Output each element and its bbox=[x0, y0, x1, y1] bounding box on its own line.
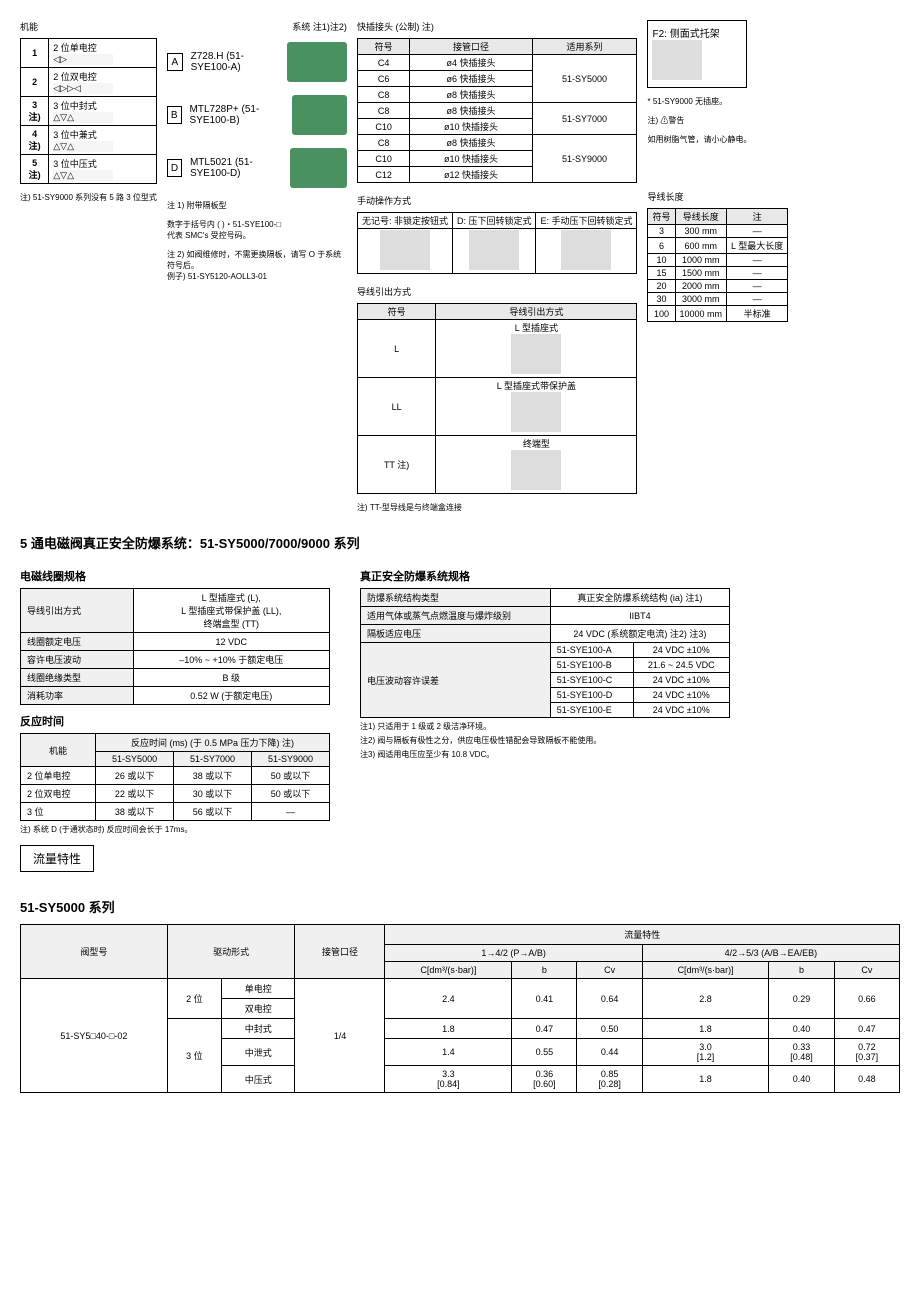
plug-icon bbox=[511, 450, 561, 490]
valve-symbol-icon: △▽△ bbox=[53, 112, 113, 123]
plug-icon bbox=[511, 334, 561, 374]
manual-table: 无记号: 非锁定按钮式D: 压下回转锁定式E: 手动压下回转锁定式 bbox=[357, 212, 638, 274]
specs-row: 电磁线圈规格 导线引出方式L 型插座式 (L), L 型插座式带保护盖 (LL)… bbox=[20, 560, 900, 835]
f2-box: F2: 侧面式托架 bbox=[647, 20, 747, 88]
valve-symbol-icon: ◁▷▷◁ bbox=[53, 83, 113, 94]
bracket-icon bbox=[652, 40, 702, 80]
safety-table: 防爆系统结构类型真正安全防爆系统结构 (ia) 注1) 适用气体或蒸气点燃温度与… bbox=[360, 588, 730, 718]
manual-icon bbox=[469, 230, 519, 270]
quick-col: 快插接头 (公制) 注) 符号接管口径适用系列 C4ø4 快插接头51-SY50… bbox=[357, 20, 638, 513]
manual-icon bbox=[380, 230, 430, 270]
quick-table: 符号接管口径适用系列 C4ø4 快插接头51-SY5000 C6ø6 快插接头 … bbox=[357, 38, 638, 183]
length-table: 符号导线长度注 3300 mm— 6600 mmL 型最大长度 101000 m… bbox=[647, 208, 788, 322]
lead-table: 符号导线引出方式 LL 型插座式 LLL 型插座式带保护盖 TT 注)终端型 bbox=[357, 303, 638, 494]
func-note: 注) 51-SY9000 系列没有 5 路 3 位型式 bbox=[20, 192, 157, 203]
functions-table: 12 位单电控◁▷ 22 位双电控◁▷▷◁ 3 注)3 位中封式△▽△ 4 注)… bbox=[20, 38, 157, 184]
manual-icon bbox=[561, 230, 611, 270]
valve-symbol-icon: △▽△ bbox=[53, 141, 113, 152]
valve-symbol-icon: △▽△ bbox=[53, 170, 113, 181]
flow-table: 阀型号 驱动形式 接管口径 流量特性 1→4/2 (P→A/B) 4/2→5/3… bbox=[20, 924, 900, 1093]
valve-symbol-icon: ◁▷ bbox=[53, 54, 113, 65]
module-icon bbox=[287, 42, 347, 82]
flow-box: 流量特性 bbox=[20, 845, 94, 872]
safety-col: 真正安全防爆系统规格 防爆系统结构类型真正安全防爆系统结构 (ia) 注1) 适… bbox=[360, 560, 730, 835]
systems-col: 系统 注1)注2) AZ728.H (51-SYE100-A) BMTL728P… bbox=[167, 20, 347, 513]
module-icon bbox=[292, 95, 347, 135]
func-header: 机能 bbox=[20, 20, 157, 33]
top-diagram-area: 机能 12 位单电控◁▷ 22 位双电控◁▷▷◁ 3 注)3 位中封式△▽△ 4… bbox=[20, 20, 900, 513]
coil-table: 导线引出方式L 型插座式 (L), L 型插座式带保护盖 (LL), 终端盒型 … bbox=[20, 588, 330, 705]
main-title: 5 通电磁阀真正安全防爆系统：51-SY5000/7000/9000 系列 bbox=[20, 533, 900, 552]
module-icon bbox=[290, 148, 347, 188]
coil-col: 电磁线圈规格 导线引出方式L 型插座式 (L), L 型插座式带保护盖 (LL)… bbox=[20, 560, 330, 835]
sys-label: 系统 注1)注2) bbox=[167, 20, 347, 33]
react-table: 机能反应时间 (ms) (于 0.5 MPa 压力下降) 注) 51-SY500… bbox=[20, 733, 330, 821]
plug-icon bbox=[511, 392, 561, 432]
right-col: F2: 侧面式托架 * 51-SY9000 无插座。 注) ⚠警告 如用树脂气管… bbox=[647, 20, 788, 513]
functions-col: 机能 12 位单电控◁▷ 22 位双电控◁▷▷◁ 3 注)3 位中封式△▽△ 4… bbox=[20, 20, 157, 513]
flow-title: 51-SY5000 系列 bbox=[20, 897, 900, 916]
